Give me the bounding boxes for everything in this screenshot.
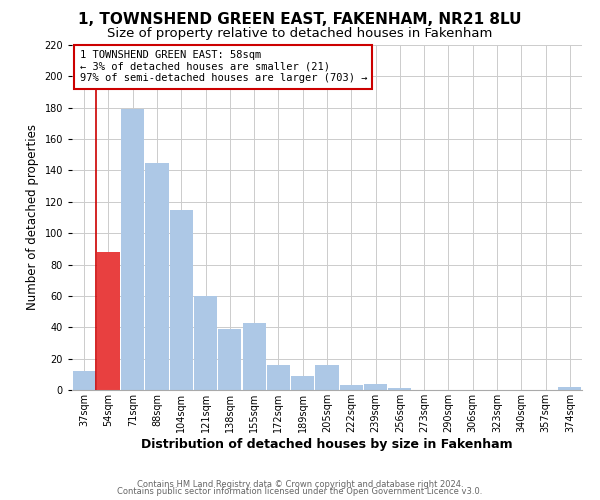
Bar	[73, 371, 95, 390]
Text: Contains public sector information licensed under the Open Government Licence v3: Contains public sector information licen…	[118, 487, 482, 496]
Bar	[316, 365, 338, 390]
Bar	[121, 110, 144, 390]
Bar	[170, 210, 193, 390]
Text: 1, TOWNSHEND GREEN EAST, FAKENHAM, NR21 8LU: 1, TOWNSHEND GREEN EAST, FAKENHAM, NR21 …	[78, 12, 522, 28]
Text: 1 TOWNSHEND GREEN EAST: 58sqm
← 3% of detached houses are smaller (21)
97% of se: 1 TOWNSHEND GREEN EAST: 58sqm ← 3% of de…	[80, 50, 367, 84]
Y-axis label: Number of detached properties: Number of detached properties	[26, 124, 39, 310]
Bar	[194, 296, 217, 390]
Text: Size of property relative to detached houses in Fakenham: Size of property relative to detached ho…	[107, 28, 493, 40]
Bar	[364, 384, 387, 390]
Bar	[291, 376, 314, 390]
Bar	[145, 162, 169, 390]
Bar	[242, 322, 266, 390]
Bar	[340, 386, 363, 390]
Bar	[97, 252, 120, 390]
Text: Contains HM Land Registry data © Crown copyright and database right 2024.: Contains HM Land Registry data © Crown c…	[137, 480, 463, 489]
Bar	[388, 388, 412, 390]
X-axis label: Distribution of detached houses by size in Fakenham: Distribution of detached houses by size …	[141, 438, 513, 451]
Bar	[267, 365, 290, 390]
Bar	[559, 387, 581, 390]
Bar	[218, 329, 241, 390]
